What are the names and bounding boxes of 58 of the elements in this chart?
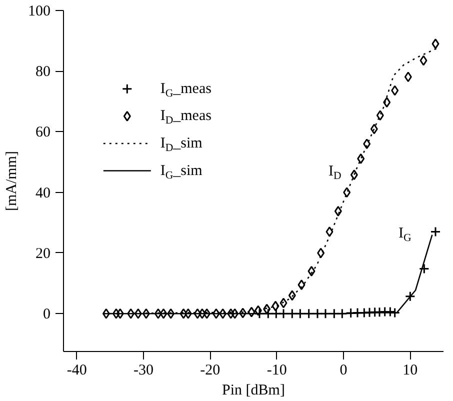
- point: [142, 308, 150, 319]
- point: [404, 291, 416, 302]
- point: [418, 264, 430, 274]
- point: [350, 170, 358, 180]
- point: [227, 308, 235, 319]
- point: [127, 308, 135, 319]
- point: [194, 308, 202, 319]
- point: [180, 308, 188, 319]
- point: [420, 55, 428, 66]
- point: [102, 308, 110, 319]
- point: [326, 226, 334, 238]
- point: [116, 308, 124, 319]
- point: [248, 306, 256, 318]
- point: [383, 97, 391, 108]
- x-tick-label: 0: [340, 362, 348, 378]
- point: [430, 226, 441, 238]
- point: [280, 298, 288, 308]
- y-tick-label: 80: [36, 64, 50, 80]
- point: [154, 308, 162, 319]
- y-tick-label: 60: [36, 124, 50, 141]
- point: [184, 308, 192, 319]
- x-tick-label: -30: [134, 362, 154, 378]
- point: [219, 308, 227, 319]
- x-axis-title: Pin [dBm]: [222, 382, 285, 398]
- point: [212, 308, 220, 319]
- point: [263, 304, 271, 314]
- y-axis-title: [mA/mm]: [4, 150, 20, 211]
- point: [231, 308, 239, 319]
- y-tick-label: 0: [43, 306, 50, 323]
- point: [308, 266, 316, 276]
- point: [254, 305, 262, 316]
- point: [404, 72, 412, 82]
- y-tick-label: 100: [28, 4, 50, 20]
- point: [391, 85, 399, 96]
- point: [272, 300, 280, 312]
- point: [160, 308, 168, 319]
- x-tick-label: 10: [402, 362, 418, 378]
- point: [432, 38, 440, 50]
- y-tick-label: 20: [36, 246, 50, 262]
- point: [288, 290, 296, 301]
- point: [363, 138, 371, 150]
- x-tick-label: -20: [200, 362, 220, 378]
- point: [343, 187, 351, 198]
- x-tick-label: -40: [66, 362, 87, 378]
- point: [376, 110, 384, 121]
- point: [317, 248, 325, 258]
- y-tick-label: 40: [36, 185, 50, 202]
- point: [134, 308, 142, 319]
- point: [370, 124, 378, 134]
- point: [112, 308, 120, 319]
- point: [167, 308, 175, 319]
- point: [334, 206, 342, 216]
- x-tick-label: -10: [266, 362, 287, 378]
- point: [198, 308, 206, 319]
- point: [239, 308, 247, 318]
- point: [203, 308, 211, 319]
- point: [298, 280, 306, 290]
- point: [357, 153, 365, 164]
